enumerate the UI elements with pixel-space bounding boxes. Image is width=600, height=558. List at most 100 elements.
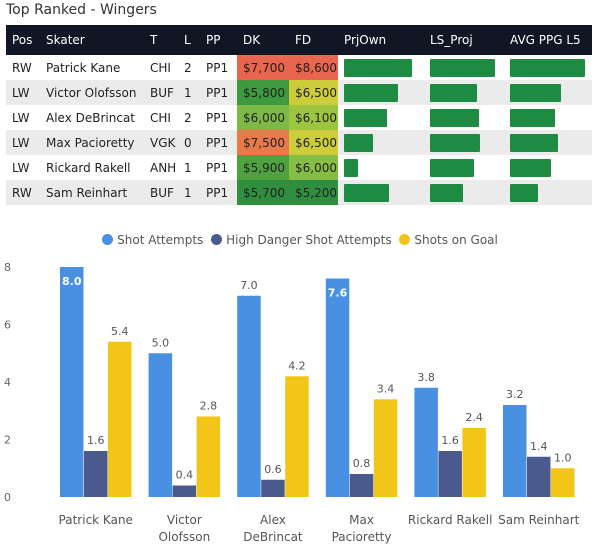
cell-prjown [338, 55, 424, 80]
col-header-team[interactable]: T [144, 25, 178, 55]
cell-skater: Alex DeBrincat [46, 110, 136, 125]
x-category-label: Patrick Kane [59, 513, 133, 527]
cell-skater: Max Pacioretty [40, 130, 144, 155]
x-category-label: Victor [167, 513, 202, 527]
cell-skater: Rickard Rakell [46, 160, 131, 175]
cell-line: 0 [178, 130, 200, 155]
bar-shot-attempts[interactable] [503, 405, 527, 497]
table-row[interactable]: LW Alex DeBrincat CHI 2 PP1 $6,000 $6,100 [6, 105, 592, 130]
x-category-label: Sam Reinhart [498, 513, 579, 527]
cell-avg-ppg [504, 180, 592, 205]
legend-item-shots-on-goal[interactable]: Shots on Goal [399, 233, 498, 247]
bar-shots-on-goal[interactable] [551, 468, 575, 497]
table-row[interactable]: LW Max Pacioretty VGK 0 PP1 $7,500 $6,500 [6, 130, 592, 155]
legend-label: Shot Attempts [117, 233, 204, 247]
cell-line: 1 [178, 180, 200, 205]
ls-proj-bar [430, 58, 496, 77]
cell-dk: $7,500 [237, 130, 289, 155]
cell-pos: RW [6, 180, 40, 205]
bar-shots-on-goal[interactable] [462, 428, 486, 497]
bar-high-danger-shot-attempts[interactable] [84, 451, 108, 497]
cell-dk: $5,900 [237, 155, 289, 180]
col-header-skater[interactable]: Skater [40, 25, 144, 55]
bar-shots-on-goal[interactable] [108, 341, 132, 497]
cell-pp: PP1 [200, 130, 237, 155]
data-label: 3.8 [417, 371, 435, 384]
cell-ls-proj [424, 130, 504, 155]
data-label: 5.0 [152, 336, 170, 349]
cell-team: BUF [144, 80, 178, 105]
bar-shots-on-goal[interactable] [373, 399, 398, 497]
cell-pos: LW [6, 80, 40, 105]
col-header-line[interactable]: L [178, 25, 200, 55]
prjown-bar [344, 83, 399, 102]
cell-prjown [338, 105, 424, 130]
bar-shots-on-goal[interactable] [196, 416, 221, 498]
prjown-bar [344, 108, 388, 127]
y-tick-label: 4 [4, 376, 11, 389]
cell-fd: $6,100 [289, 105, 338, 130]
data-label: 8.0 [62, 275, 82, 288]
table-row[interactable]: LW Rickard Rakell ANH 1 PP1 $5,900 $6,000 [6, 155, 592, 180]
cell-pos: LW [6, 130, 40, 155]
legend-dot-icon [399, 234, 411, 245]
table-title: Top Ranked - Wingers [6, 2, 157, 18]
data-label: 5.4 [111, 325, 129, 338]
cell-ls-proj [424, 105, 504, 130]
x-category-label: Rickard Rakell [408, 513, 493, 527]
cell-team: CHI [150, 110, 171, 125]
table-row[interactable]: LW Victor Olofsson BUF 1 PP1 $5,800 $6,500 [6, 80, 592, 105]
table-row[interactable]: RW Patrick Kane CHI 2 PP1 $7,700 $8,600 [6, 55, 592, 80]
bar-high-danger-shot-attempts[interactable] [527, 456, 551, 497]
data-label: 0.6 [264, 463, 282, 476]
col-header-ls-proj[interactable]: LS_Proj [424, 25, 504, 55]
cell-pos: LW [12, 110, 30, 125]
bar-shot-attempts[interactable] [148, 353, 173, 497]
cell-dk: $6,000 [237, 105, 289, 130]
col-header-dk[interactable]: DK [237, 25, 289, 55]
bar-shot-attempts[interactable] [325, 278, 350, 498]
col-header-pp[interactable]: PP [200, 25, 237, 55]
table-row[interactable]: RW Sam Reinhart BUF 1 PP1 $5,700 $5,200 [6, 180, 592, 205]
avg-ppg-bar [510, 108, 556, 127]
prjown-bar [344, 58, 412, 77]
bar-shot-attempts[interactable] [60, 267, 84, 497]
legend-dot-icon [211, 234, 223, 245]
ls-proj-bar [430, 133, 481, 152]
cell-fd: $6,000 [289, 155, 338, 180]
y-tick-label: 6 [4, 319, 11, 332]
data-label: 2.4 [465, 411, 483, 424]
prjown-bar [344, 133, 373, 152]
bar-high-danger-shot-attempts[interactable] [349, 474, 374, 497]
col-header-prjown[interactable]: PrjOwn [338, 25, 424, 55]
col-header-fd[interactable]: FD [289, 25, 338, 55]
bar-shots-on-goal[interactable] [285, 376, 309, 497]
y-tick-label: 2 [4, 434, 11, 447]
cell-team: BUF [144, 180, 178, 205]
bar-shot-attempts[interactable] [237, 295, 261, 497]
cell-pp: PP1 [206, 60, 229, 75]
bar-shot-attempts[interactable] [414, 387, 438, 497]
ls-proj-bar [430, 158, 475, 177]
data-label: 7.6 [328, 287, 348, 300]
cell-dk: $7,700 [237, 55, 289, 80]
legend-item-shot-attempts[interactable]: Shot Attempts [102, 233, 203, 247]
bar-high-danger-shot-attempts[interactable] [438, 451, 462, 497]
avg-ppg-bar [510, 133, 558, 152]
legend-label: High Danger Shot Attempts [226, 233, 392, 247]
ls-proj-bar [430, 83, 478, 102]
legend-item-high-danger[interactable]: High Danger Shot Attempts [211, 233, 392, 247]
cell-skater: Patrick Kane [46, 60, 121, 75]
col-header-avg-ppg[interactable]: AVG PPG L5 [504, 25, 592, 55]
col-header-pos[interactable]: Pos [6, 25, 40, 55]
bar-high-danger-shot-attempts[interactable] [261, 479, 285, 497]
legend-dot-icon [102, 234, 114, 245]
data-label: 4.2 [288, 359, 306, 372]
data-label: 3.2 [506, 388, 524, 401]
bar-high-danger-shot-attempts[interactable] [172, 485, 197, 498]
cell-fd: $8,600 [289, 55, 338, 80]
cell-dk: $5,800 [237, 80, 289, 105]
data-label: 1.0 [554, 451, 572, 464]
cell-pp: PP1 [200, 180, 237, 205]
avg-ppg-bar [510, 83, 561, 102]
